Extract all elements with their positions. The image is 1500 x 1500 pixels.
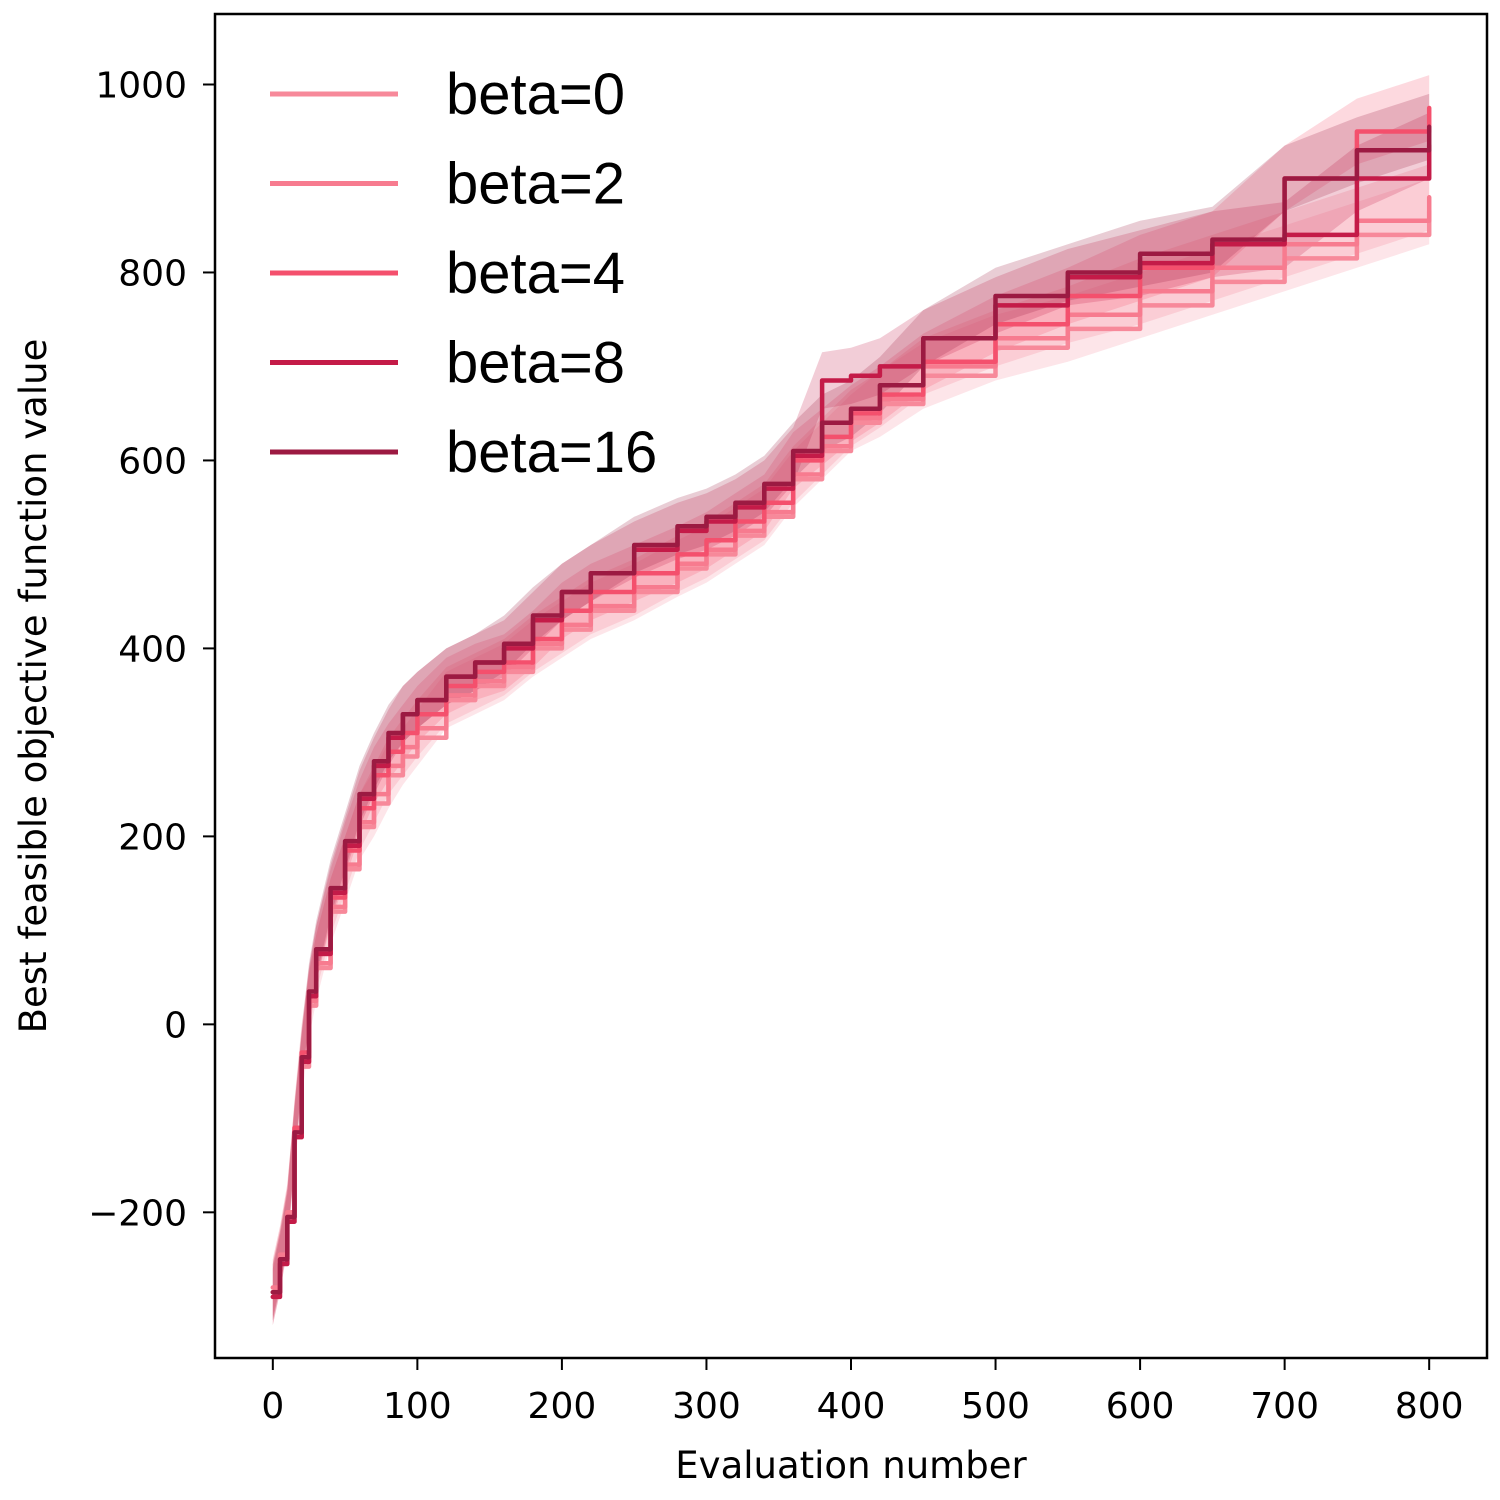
x-tick-label: 500 [961,1386,1030,1427]
legend-entry-beta=0: beta=0 [270,62,625,127]
series-line-beta=16 [270,124,1432,1295]
x-tick-label: 400 [817,1386,886,1427]
legend-entry-beta=8: beta=8 [270,331,625,396]
band-beta=2 [272,164,1430,1316]
axes: 0 100 200 300 400 500 600 700 800 −200 0 200 400 600 8… [12,12,1489,1487]
y-tick-label: 800 [118,253,187,294]
y-axis-label: Best feasible objective function value [12,339,55,1034]
legend-label: beta=4 [446,241,625,306]
y-tick-label: 600 [118,441,187,482]
legend-label: beta=2 [446,152,625,217]
y-tick-label: 400 [118,629,187,670]
x-tick-label: 200 [528,1386,597,1427]
x-axis-label: Evaluation number [675,1444,1027,1487]
x-tick-label: 300 [672,1386,741,1427]
x-tick-label: 600 [1106,1386,1175,1427]
y-tick-label: 1000 [95,65,187,106]
series-lines [270,105,1432,1300]
x-tick-label: 700 [1250,1386,1319,1427]
y-tick-label: −200 [88,1193,187,1234]
y-tick-label: 200 [118,817,187,858]
x-tick-label: 100 [383,1386,452,1427]
legend-entry-beta=16: beta=16 [270,420,657,485]
x-tick-label: 0 [261,1386,284,1427]
x-tick-label: 800 [1395,1386,1464,1427]
legend-label: beta=8 [446,331,625,396]
legend-label: beta=16 [446,420,657,485]
legend-label: beta=0 [446,62,625,127]
legend-entry-beta=2: beta=2 [270,152,625,217]
legend-entry-beta=4: beta=4 [270,241,625,306]
legend: beta=0 beta=2 beta=4 beta=8 beta=16 [270,62,657,485]
y-tick-label: 0 [164,1005,187,1046]
